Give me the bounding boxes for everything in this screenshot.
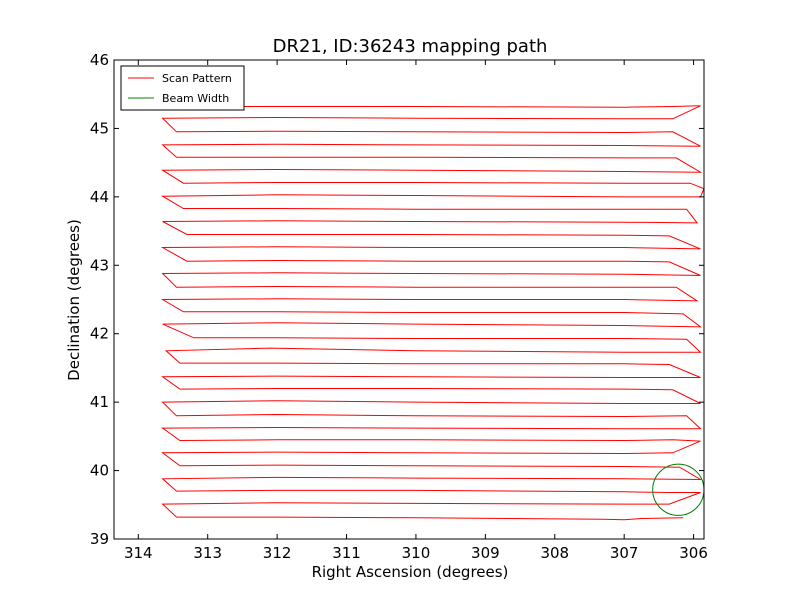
y-tick-label: 40 [90,462,109,480]
y-tick-label: 45 [90,119,109,137]
y-tick-label: 46 [90,51,109,69]
x-tick-label: 306 [679,544,708,562]
x-tick-label: 308 [540,544,569,562]
plot-area [113,59,705,540]
x-tick-label: 312 [263,544,292,562]
y-axis-label: Declination (degrees) [65,219,83,381]
x-axis-label: Right Ascension (degrees) [312,563,509,581]
legend-label: Scan Pattern [162,72,232,85]
y-tick-label: 44 [90,188,109,206]
chart-title: DR21, ID:36243 mapping path [273,36,548,57]
x-tick-label: 313 [193,544,222,562]
y-tick-label: 43 [90,256,109,274]
scan-pattern-line [160,105,704,521]
x-tick-label: 311 [332,544,361,562]
y-tick-label: 42 [90,325,109,343]
legend-label: Beam Width [162,92,229,105]
x-axis-ticks: 314 313 312 311 310 309 308 307 306 [124,60,708,562]
legend-box [120,65,245,111]
x-tick-label: 314 [124,544,153,562]
y-tick-label: 41 [90,393,109,411]
plot-frame [113,59,705,540]
x-tick-label: 310 [402,544,431,562]
x-tick-label: 307 [610,544,639,562]
legend: Scan Pattern Beam Width [120,65,245,111]
y-tick-label: 39 [90,530,109,548]
x-tick-label: 309 [471,544,500,562]
y-axis-ticks: 39 40 41 42 43 44 45 46 [90,51,704,548]
